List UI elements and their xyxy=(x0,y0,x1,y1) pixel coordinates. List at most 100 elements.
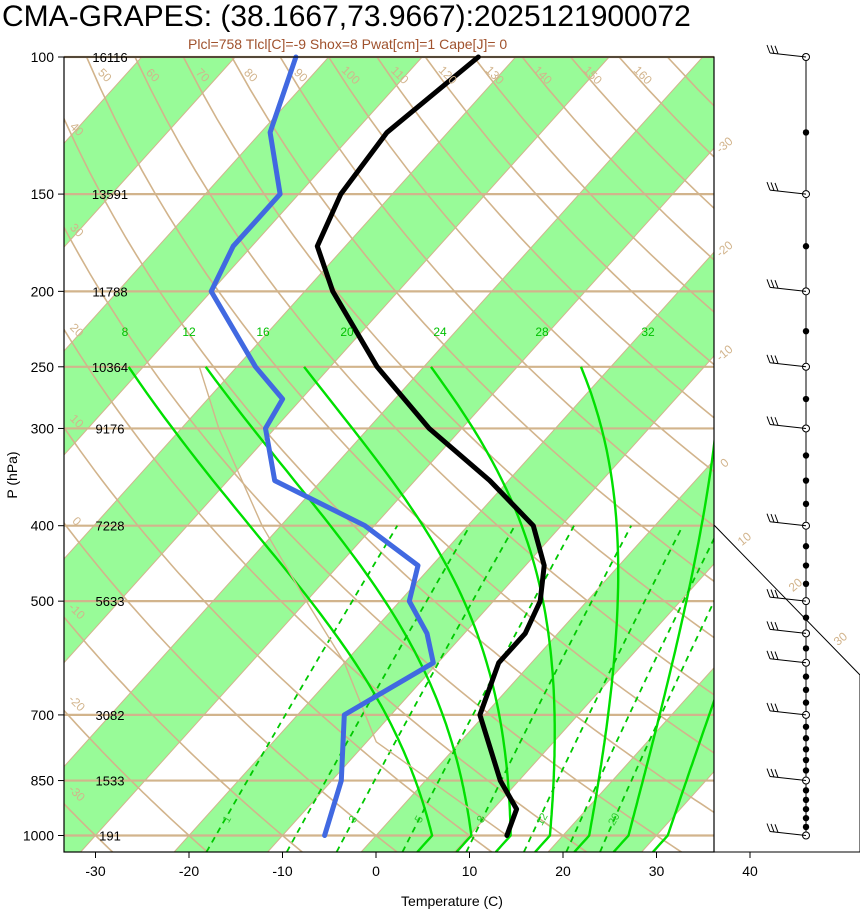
wind-barb-feather xyxy=(766,768,771,777)
moist-adiabat-label: 12 xyxy=(182,325,196,339)
wind-barb-feather xyxy=(770,45,775,54)
wind-barb-feather xyxy=(770,823,775,833)
x-tick-label: -20 xyxy=(179,863,199,879)
height-label: 13591 xyxy=(92,187,128,202)
dry-adiabat-label: 160 xyxy=(631,63,655,87)
wind-level-dot xyxy=(802,243,810,250)
moist-adiabat-label: 20 xyxy=(340,325,354,339)
wind-barb-feather xyxy=(766,181,771,191)
y-tick-label: 700 xyxy=(31,707,55,723)
isotherm-label: -20 xyxy=(713,238,736,260)
mixing-ratio-label: 12 xyxy=(534,811,551,828)
wind-barb-shaft xyxy=(769,286,807,292)
y-tick-label: 850 xyxy=(31,773,55,789)
dewpoint-line xyxy=(208,54,436,838)
wind-level-dot xyxy=(802,699,810,706)
wind-barb-shaft xyxy=(769,521,807,527)
moist-adiabat xyxy=(127,366,434,852)
wind-level-dot xyxy=(802,614,810,621)
y-tick-label: 100 xyxy=(31,49,55,65)
wind-level-dot xyxy=(802,723,810,730)
wind-profile xyxy=(766,44,810,840)
height-label: 11788 xyxy=(92,284,127,299)
wind-barb-feather xyxy=(766,513,771,522)
height-label: 9176 xyxy=(96,421,125,436)
wind-barb-feather xyxy=(774,589,779,599)
wind-level-dot xyxy=(802,767,810,774)
wind-barb-shaft xyxy=(769,628,807,634)
dry-adiabat-label: 120 xyxy=(436,63,460,87)
dry-adiabat-label: -20 xyxy=(66,692,88,714)
dry-adiabat xyxy=(64,116,714,814)
moist-adiabat xyxy=(612,435,714,852)
wind-barb-feather xyxy=(774,279,779,289)
wind-panel-border xyxy=(713,57,860,852)
wind-barb-feather xyxy=(766,621,771,630)
wind-barb-shaft xyxy=(769,710,807,716)
x-tick-label: -10 xyxy=(272,863,292,879)
wind-barb-shaft xyxy=(769,189,807,195)
dry-adiabat xyxy=(64,709,208,852)
chart-title: CMA-GRAPES: (38.1667,73.9667):2025121900… xyxy=(2,0,691,33)
y-tick-label: 500 xyxy=(31,593,55,609)
wind-barb-feather xyxy=(766,354,771,363)
wind-barb-feather xyxy=(766,650,771,659)
moist-adiabat xyxy=(652,697,714,852)
wind-level-dot xyxy=(802,395,810,403)
wind-barb-feather xyxy=(774,621,779,631)
isotherm-line xyxy=(267,355,714,852)
wind-barb-feather xyxy=(770,703,775,712)
x-tick-label: 10 xyxy=(462,863,478,879)
isotherm-bands xyxy=(64,57,860,852)
x-axis-label: Temperature (C) xyxy=(401,893,503,909)
wind-level-dot xyxy=(802,823,810,831)
dry-adiabat xyxy=(376,57,714,419)
isotherm-line xyxy=(64,57,610,664)
isotherm-line xyxy=(64,57,517,560)
wind-level-dot xyxy=(802,477,810,484)
isotherm-band xyxy=(735,57,860,852)
x-tick-label: 0 xyxy=(372,863,380,879)
plot-frame xyxy=(58,56,860,858)
wind-level-dot xyxy=(802,756,810,764)
height-label: 7228 xyxy=(96,519,125,534)
chart-subtitle: Plcl=758 Tlcl[C]=-9 Shox=8 Pwat[cm]=1 Ca… xyxy=(188,36,508,52)
wind-level-dot xyxy=(802,562,810,569)
dry-adiabat xyxy=(327,57,714,473)
isotherm-label: 20 xyxy=(786,575,805,595)
x-tick-label: 40 xyxy=(742,863,758,879)
y-tick-label: 250 xyxy=(31,359,55,375)
y-tick-label: 150 xyxy=(31,186,55,202)
wind-barb-feather xyxy=(770,621,775,630)
dry-adiabat xyxy=(716,57,860,852)
parcel-line xyxy=(198,366,508,837)
wind-barb-feather xyxy=(774,45,779,54)
mixing-ratio-label: 8 xyxy=(475,814,488,825)
wind-level-dot xyxy=(802,580,810,588)
isotherm-label: -10 xyxy=(713,342,736,364)
moist-adiabat-label: 32 xyxy=(641,325,655,339)
wind-barb-shaft xyxy=(769,831,807,837)
dry-adiabat xyxy=(64,225,682,852)
wind-barb-feather xyxy=(770,416,775,426)
wind-barb-shaft xyxy=(769,596,807,602)
isotherm-line xyxy=(829,57,860,852)
x-tick-label: 20 xyxy=(555,863,571,879)
dry-adiabat xyxy=(64,615,303,852)
isotherm-label: -30 xyxy=(713,134,736,156)
wind-level-dot xyxy=(802,452,810,459)
isotherm-label: 10 xyxy=(735,529,754,549)
isotherm-label: 0 xyxy=(717,455,731,470)
dry-adiabat xyxy=(231,57,714,583)
wind-barb-shaft xyxy=(769,362,807,368)
moist-adiabat xyxy=(303,366,512,852)
dry-adiabat-label: 80 xyxy=(241,65,261,85)
mixing-ratio-line xyxy=(205,525,399,852)
mixing-ratio-label: 5 xyxy=(413,814,426,825)
wind-barb-feather xyxy=(770,589,775,598)
isotherm-label: 30 xyxy=(831,629,850,649)
isotherm-line xyxy=(64,57,236,248)
mixing-ratio-label: 3 xyxy=(347,814,360,825)
